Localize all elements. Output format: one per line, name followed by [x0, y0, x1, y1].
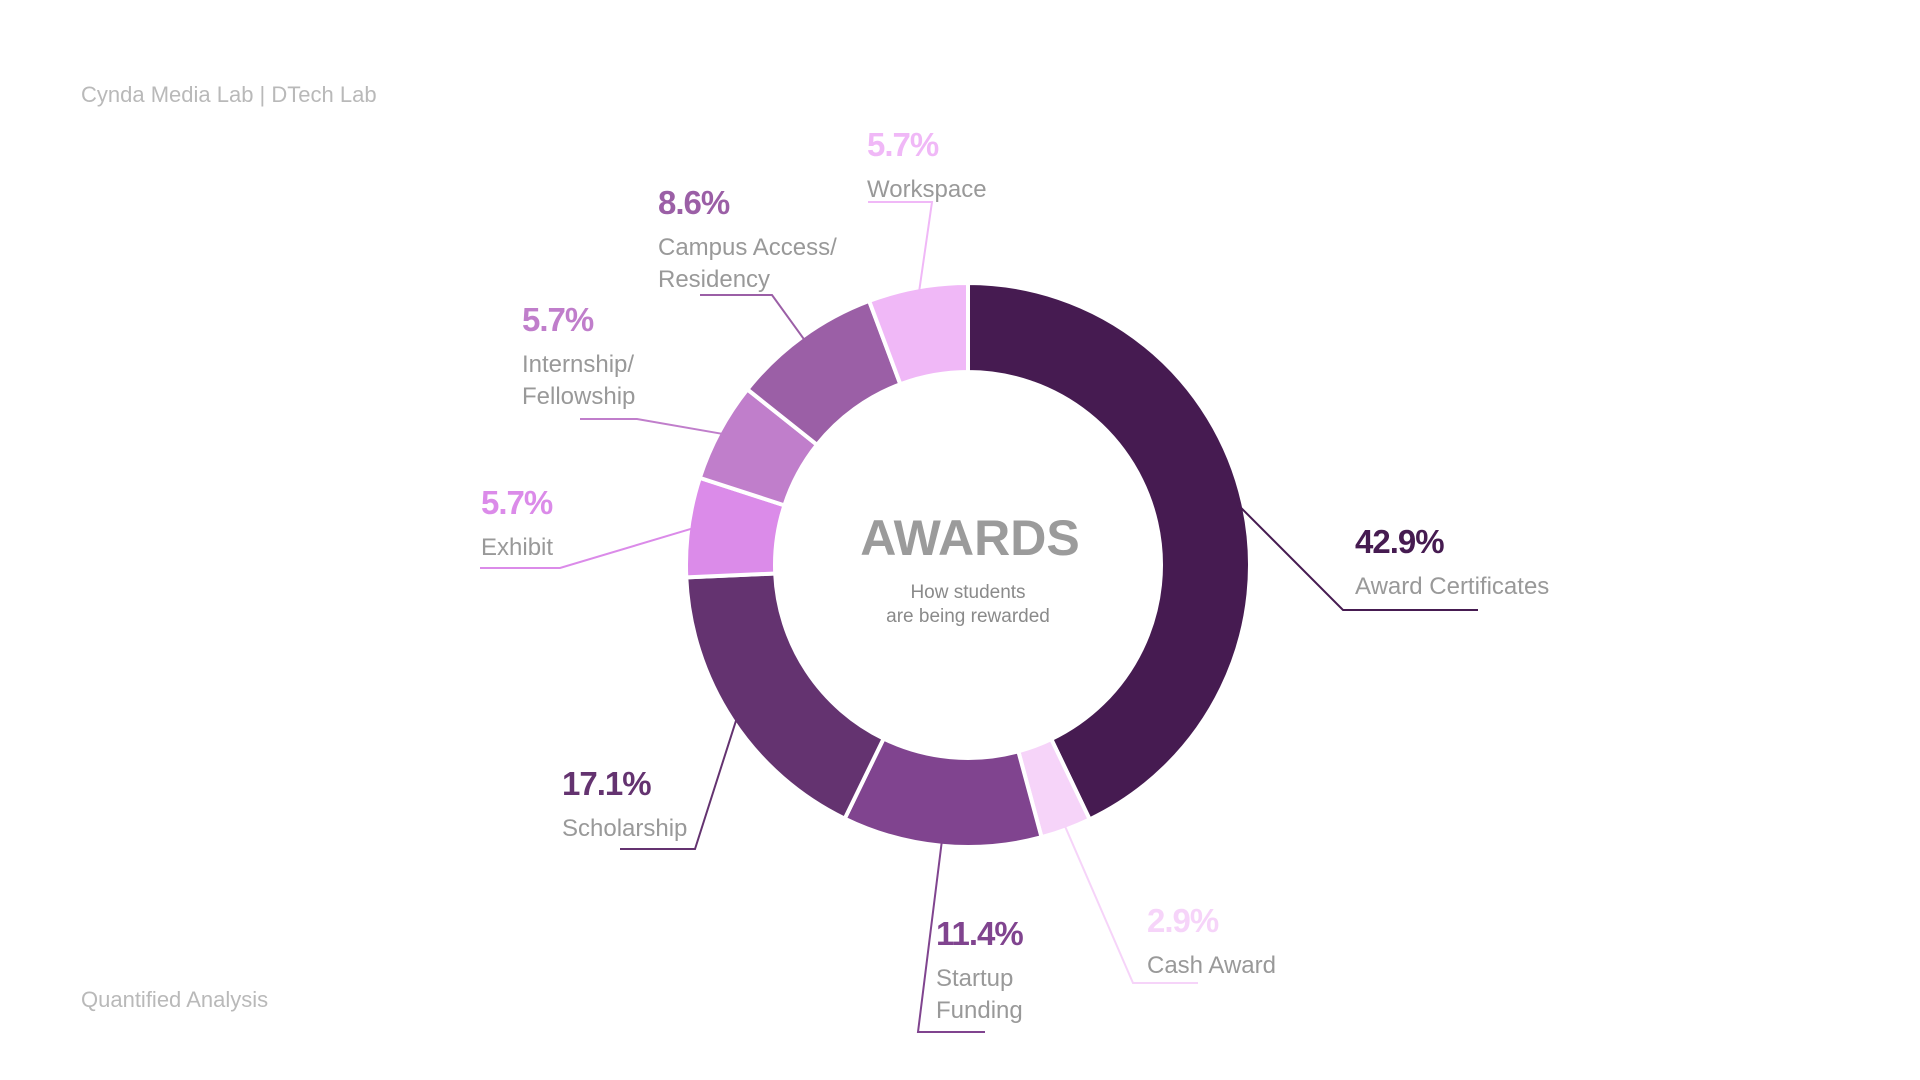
leader-line-3 — [620, 716, 739, 850]
slice-category-label-7-0: Workspace — [867, 176, 987, 203]
leader-line-1 — [1063, 823, 1198, 984]
center-title: AWARDS — [860, 510, 1079, 566]
leader-line-0 — [1236, 503, 1478, 611]
slice-labels: 42.9% Award Certificates 2.9% Cash Award 11.… — [481, 126, 1549, 1024]
slice-percent-label-7: 5.7% — [867, 126, 939, 163]
leader-lines — [480, 201, 1478, 1033]
slice-percent-label-3: 17.1% — [562, 765, 651, 802]
slice-percent-label-5: 5.7% — [522, 301, 594, 338]
slice-category-label-3-0: Scholarship — [562, 815, 687, 842]
center-subtitle-line-1: How students — [910, 582, 1025, 603]
slice-percent-label-6: 8.6% — [658, 184, 730, 221]
slice-category-label-2-1: Funding — [936, 997, 1023, 1024]
slice-percent-label-2: 11.4% — [936, 915, 1023, 952]
leader-line-5 — [580, 418, 726, 436]
footer-text: Quantified Analysis — [81, 987, 269, 1012]
center-subtitle-line-2: are being rewarded — [886, 606, 1050, 627]
slice-percent-label-4: 5.7% — [481, 484, 553, 521]
leader-line-6 — [700, 294, 807, 343]
slice-category-label-1-0: Cash Award — [1147, 952, 1276, 979]
slice-category-label-4-0: Exhibit — [481, 534, 553, 561]
slice-category-label-2-0: Startup — [936, 965, 1013, 992]
slice-category-label-6-0: Campus Access/ — [658, 234, 837, 261]
leader-line-7 — [868, 201, 934, 294]
slice-percent-label-1: 2.9% — [1147, 902, 1219, 939]
leader-line-4 — [480, 526, 695, 569]
donut-slices — [684, 280, 1252, 849]
header-text: Cynda Media Lab | DTech Lab — [81, 82, 377, 107]
donut-slice-0 — [966, 280, 1252, 823]
slice-category-label-5-0: Internship/ — [522, 351, 634, 378]
slice-category-label-5-1: Fellowship — [522, 383, 635, 410]
slice-category-label-0-0: Award Certificates — [1355, 573, 1549, 600]
slice-percent-label-0: 42.9% — [1355, 523, 1444, 560]
leader-line-2 — [916, 839, 985, 1033]
donut-slice-7 — [866, 280, 970, 387]
slice-category-label-6-1: Residency — [658, 266, 770, 293]
